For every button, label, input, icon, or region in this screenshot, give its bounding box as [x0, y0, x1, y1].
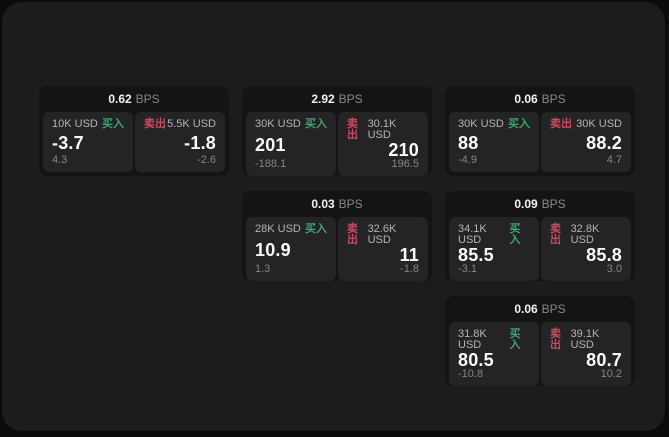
sell-sub-value: 4.7 — [606, 154, 622, 166]
buy-sub-value: -10.8 — [458, 368, 484, 380]
buy-pane[interactable]: 31.8K USD 买入 80.5 -10.8 — [449, 322, 539, 386]
sell-size-label: 32.8K USD — [570, 223, 600, 246]
sell-size-label: 32.6K USD — [367, 223, 397, 246]
buy-pane[interactable]: 28K USD 买入 10.9 1.3 — [246, 217, 336, 281]
buy-badge: 买入 — [102, 118, 124, 130]
buy-size-label: 31.8K USD — [458, 328, 487, 351]
bps-value: 0.62 — [108, 92, 132, 106]
buy-size-label: 28K USD — [255, 223, 301, 235]
quote-card-body: 30K USD 买入 201 -188.1 卖出 30.1K USD 210 1… — [242, 112, 432, 176]
buy-size-label: 10K USD — [52, 118, 98, 130]
bps-value: 0.06 — [514, 92, 538, 106]
quote-card-body: 30K USD 买入 88 -4.9 卖出 30K USD 88.2 4.7 — [445, 112, 635, 176]
quote-card: 0.62 BPS 10K USD 买入 -3.7 4.3 卖出 5.5K USD — [39, 86, 229, 176]
sell-pane[interactable]: 卖出 30K USD 88.2 4.7 — [541, 112, 631, 172]
buy-price: 88 — [458, 132, 479, 153]
quote-card: 0.06 BPS 30K USD 买入 88 -4.9 卖出 30K USD — [445, 86, 635, 176]
sell-sub-value: -1.8 — [400, 263, 419, 275]
bps-unit-label: BPS — [338, 92, 363, 106]
sell-price: -1.8 — [184, 132, 216, 153]
sell-price: 11 — [399, 245, 419, 265]
bps-unit-label: BPS — [541, 92, 566, 106]
buy-sub-value: 4.3 — [52, 154, 68, 166]
sell-sub-value: 3.0 — [606, 263, 622, 275]
buy-badge: 买入 — [508, 118, 530, 130]
main-panel: 0.62 BPS 10K USD 买入 -3.7 4.3 卖出 5.5K USD — [2, 2, 665, 431]
buy-badge: 买入 — [305, 118, 327, 130]
sell-pane[interactable]: 卖出 5.5K USD -1.8 -2.6 — [135, 112, 225, 172]
bps-unit-label: BPS — [135, 92, 160, 106]
sell-size-label: 30K USD — [576, 118, 622, 130]
bps-header: 0.03 BPS — [242, 191, 432, 217]
sell-pane[interactable]: 卖出 32.8K USD 85.8 3.0 — [541, 217, 631, 281]
bps-value: 2.92 — [311, 92, 335, 106]
buy-price: 10.9 — [255, 239, 291, 260]
quote-card: 0.09 BPS 34.1K USD 买入 85.5 -3.1 卖出 32.8K… — [445, 191, 635, 281]
sell-sub-value: 196.5 — [391, 158, 419, 170]
quote-card-body: 34.1K USD 买入 85.5 -3.1 卖出 32.8K USD 85.8… — [445, 217, 635, 281]
sell-size-label: 5.5K USD — [167, 118, 216, 130]
sell-pane[interactable]: 卖出 30.1K USD 210 196.5 — [338, 112, 428, 176]
buy-sub-value: -188.1 — [255, 158, 287, 170]
sell-badge: 卖出 — [550, 328, 561, 351]
buy-size-label: 30K USD — [458, 118, 504, 130]
bps-header: 0.09 BPS — [445, 191, 635, 217]
buy-pane[interactable]: 10K USD 买入 -3.7 4.3 — [43, 112, 133, 172]
bps-value: 0.03 — [311, 197, 335, 211]
buy-price: 85.5 — [458, 245, 494, 265]
buy-price: 201 — [255, 134, 286, 155]
quote-card-grid: 0.62 BPS 10K USD 买入 -3.7 4.3 卖出 5.5K USD — [39, 86, 635, 386]
sell-badge: 卖出 — [144, 118, 166, 130]
bps-unit-label: BPS — [541, 302, 566, 316]
sell-pane[interactable]: 卖出 39.1K USD 80.7 10.2 — [541, 322, 631, 386]
quote-card-body: 28K USD 买入 10.9 1.3 卖出 32.6K USD 11 -1.8 — [242, 217, 432, 281]
bps-header: 2.92 BPS — [242, 86, 432, 112]
bps-header: 0.06 BPS — [445, 86, 635, 112]
bps-value: 0.09 — [514, 197, 538, 211]
sell-badge: 卖出 — [347, 118, 358, 141]
bps-unit-label: BPS — [541, 197, 566, 211]
buy-sub-value: 1.3 — [255, 263, 271, 275]
sell-badge: 卖出 — [550, 223, 561, 246]
quote-card: 0.06 BPS 31.8K USD 买入 80.5 -10.8 卖出 39.1… — [445, 296, 635, 386]
quote-card-body: 31.8K USD 买入 80.5 -10.8 卖出 39.1K USD 80.… — [445, 322, 635, 386]
quote-card-body: 10K USD 买入 -3.7 4.3 卖出 5.5K USD -1.8 -2.… — [39, 112, 229, 176]
bps-unit-label: BPS — [338, 197, 363, 211]
buy-sub-value: -4.9 — [458, 154, 477, 166]
sell-price: 80.7 — [586, 350, 622, 370]
sell-pane[interactable]: 卖出 32.6K USD 11 -1.8 — [338, 217, 428, 281]
sell-badge: 卖出 — [550, 118, 572, 130]
sell-size-label: 30.1K USD — [367, 118, 397, 141]
sell-price: 210 — [388, 140, 419, 160]
sell-price: 85.8 — [586, 245, 622, 265]
sell-size-label: 39.1K USD — [570, 328, 600, 351]
buy-sub-value: -3.1 — [458, 263, 477, 275]
bps-header: 0.06 BPS — [445, 296, 635, 322]
sell-price: 88.2 — [586, 132, 622, 153]
sell-badge: 卖出 — [347, 223, 358, 246]
sell-sub-value: 10.2 — [600, 368, 622, 380]
buy-pane[interactable]: 30K USD 买入 201 -188.1 — [246, 112, 336, 176]
buy-pane[interactable]: 34.1K USD 买入 85.5 -3.1 — [449, 217, 539, 281]
bps-header: 0.62 BPS — [39, 86, 229, 112]
buy-pane[interactable]: 30K USD 买入 88 -4.9 — [449, 112, 539, 172]
sell-sub-value: -2.6 — [197, 154, 216, 166]
bps-value: 0.06 — [514, 302, 538, 316]
buy-price: 80.5 — [458, 350, 494, 370]
buy-badge: 买入 — [509, 328, 521, 351]
buy-size-label: 34.1K USD — [458, 223, 487, 246]
buy-badge: 买入 — [509, 223, 521, 246]
buy-badge: 买入 — [305, 223, 327, 235]
buy-price: -3.7 — [52, 132, 84, 153]
quote-card: 2.92 BPS 30K USD 买入 201 -188.1 卖出 30.1K … — [242, 86, 432, 176]
quote-card: 0.03 BPS 28K USD 买入 10.9 1.3 卖出 32.6K US… — [242, 191, 432, 281]
buy-size-label: 30K USD — [255, 118, 301, 130]
